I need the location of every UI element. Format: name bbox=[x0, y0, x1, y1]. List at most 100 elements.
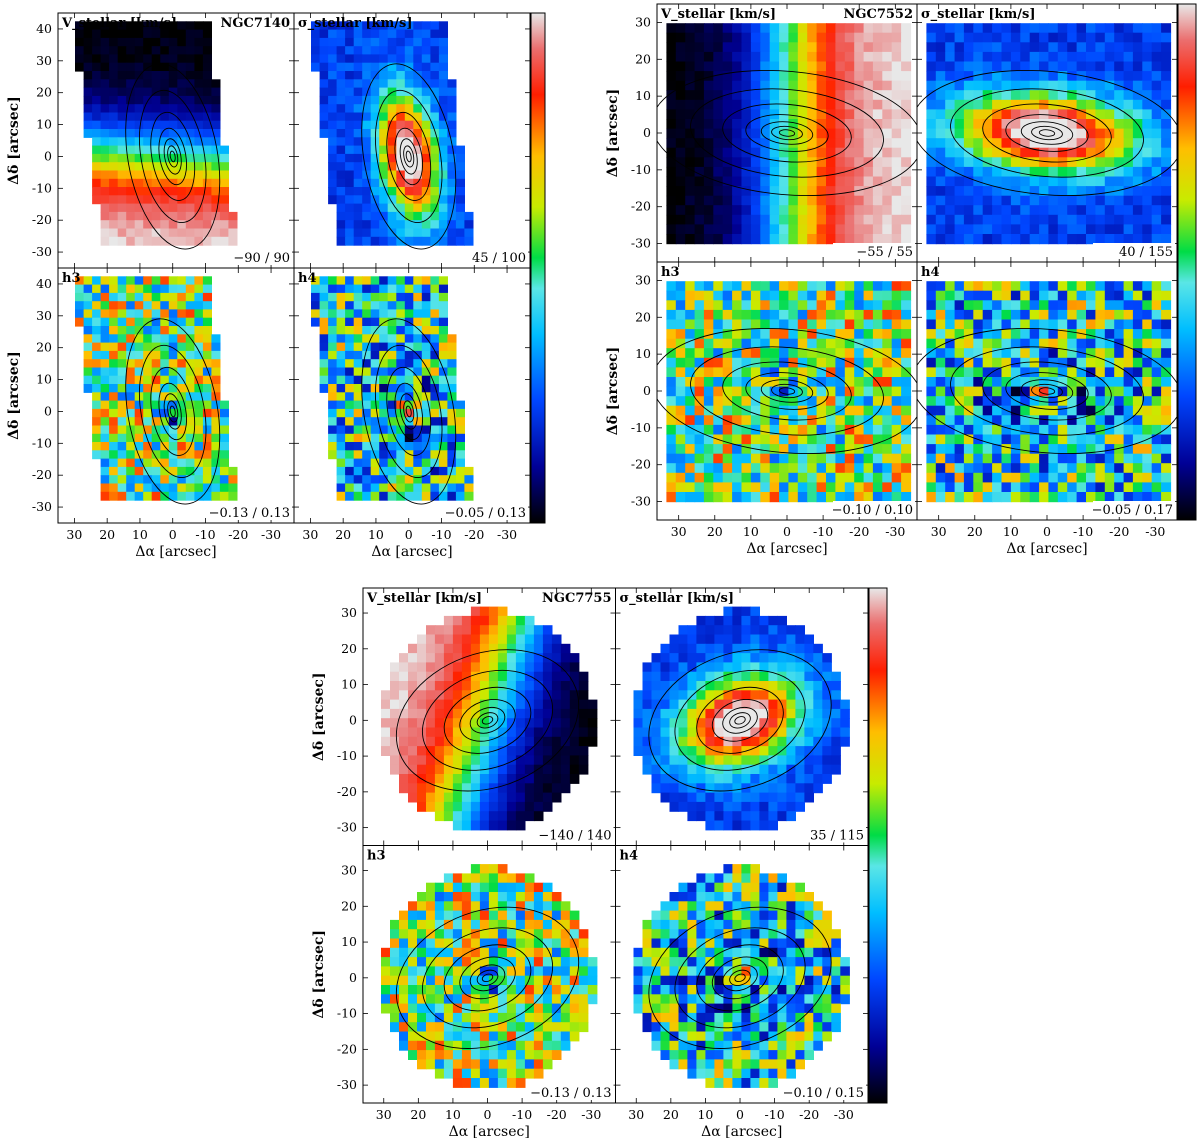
map-cell bbox=[722, 492, 733, 503]
map-cell bbox=[379, 195, 389, 205]
x-tick-label: 30 bbox=[671, 524, 687, 539]
map-cell bbox=[328, 334, 338, 344]
map-cell bbox=[362, 162, 372, 172]
map-cell bbox=[945, 415, 956, 426]
map-cell bbox=[417, 643, 427, 654]
map-cell bbox=[126, 71, 136, 80]
map-cell bbox=[760, 186, 771, 197]
map-cell bbox=[973, 90, 984, 101]
map-cell bbox=[694, 357, 705, 368]
map-cell bbox=[443, 801, 454, 812]
map-cell bbox=[362, 367, 372, 377]
map-cell bbox=[1076, 338, 1087, 349]
map-cell bbox=[945, 51, 956, 63]
map-cell bbox=[973, 23, 984, 34]
map-cell bbox=[202, 54, 212, 64]
map-cell bbox=[882, 386, 893, 397]
map-cell bbox=[533, 774, 544, 784]
map-cell bbox=[750, 42, 761, 53]
map-cell bbox=[750, 281, 761, 292]
map-cell bbox=[1132, 195, 1143, 206]
map-cell bbox=[1142, 290, 1153, 301]
map-cell bbox=[982, 424, 993, 436]
map-cell bbox=[100, 276, 110, 286]
map-cell bbox=[328, 46, 338, 56]
map-cell bbox=[954, 119, 965, 130]
map-cell bbox=[854, 176, 865, 187]
map-cell bbox=[160, 95, 170, 105]
map-cell bbox=[1076, 205, 1087, 216]
map-cell bbox=[168, 491, 178, 501]
map-cell bbox=[882, 290, 893, 301]
map-cell bbox=[228, 475, 238, 485]
map-cell bbox=[488, 774, 499, 784]
map-cell bbox=[741, 176, 752, 187]
map-cell bbox=[1067, 119, 1078, 130]
isophote-contours bbox=[395, 649, 580, 792]
map-cell bbox=[1095, 367, 1106, 378]
map-cell bbox=[992, 80, 1003, 91]
map-cell bbox=[1039, 453, 1050, 464]
map-cell bbox=[319, 326, 329, 335]
map-cell bbox=[797, 329, 808, 340]
map-cell bbox=[578, 690, 589, 701]
map-cell bbox=[1123, 300, 1134, 311]
map-cell bbox=[328, 37, 338, 47]
map-cell bbox=[1104, 482, 1115, 493]
map-cell bbox=[666, 338, 677, 349]
map-cell bbox=[779, 166, 790, 178]
map-cell bbox=[587, 708, 598, 719]
map-cell bbox=[666, 90, 677, 101]
map-cell bbox=[336, 120, 346, 130]
map-cell bbox=[430, 145, 440, 155]
map-cell bbox=[1010, 138, 1021, 149]
map-cell bbox=[666, 329, 677, 340]
map-cell bbox=[396, 483, 406, 493]
map-cell bbox=[935, 309, 946, 321]
map-cell bbox=[143, 203, 153, 213]
map-cell bbox=[390, 727, 400, 738]
map-cell bbox=[973, 119, 984, 130]
map-cell bbox=[177, 178, 187, 188]
map-cell bbox=[202, 317, 212, 327]
map-cell bbox=[901, 290, 912, 301]
map-cell bbox=[542, 662, 553, 673]
map-cell bbox=[945, 300, 956, 311]
map-cell bbox=[703, 224, 714, 235]
map-cell bbox=[1142, 138, 1153, 149]
map-cell bbox=[387, 153, 397, 163]
map-cell bbox=[160, 129, 170, 138]
map-cell bbox=[807, 224, 818, 235]
map-cell bbox=[319, 284, 329, 294]
map-cell bbox=[202, 79, 212, 89]
map-cell bbox=[882, 42, 893, 53]
map-cell bbox=[497, 783, 508, 794]
map-cell bbox=[835, 109, 846, 120]
map-cell bbox=[973, 386, 984, 397]
map-cell bbox=[83, 334, 93, 344]
map-cell bbox=[1076, 128, 1087, 139]
map-cell bbox=[844, 319, 855, 330]
map-cell bbox=[408, 718, 418, 729]
map-cell bbox=[835, 348, 846, 359]
map-cell bbox=[177, 384, 187, 393]
map-cell bbox=[1132, 472, 1143, 483]
map-cell bbox=[211, 178, 221, 188]
map-cell bbox=[143, 54, 153, 64]
map-cell bbox=[117, 375, 127, 385]
map-cell bbox=[421, 284, 431, 294]
map-cell bbox=[1086, 357, 1096, 368]
map-cell bbox=[854, 386, 865, 397]
map-cell bbox=[1029, 186, 1040, 197]
x-tick-label: 10 bbox=[132, 527, 148, 542]
map-cell bbox=[1151, 186, 1162, 197]
map-cell bbox=[117, 203, 127, 213]
map-cell bbox=[417, 727, 427, 738]
map-cell bbox=[109, 301, 119, 311]
map-cell bbox=[1020, 424, 1031, 436]
map-cell bbox=[1086, 176, 1096, 187]
map-cell bbox=[741, 472, 752, 483]
map-cell bbox=[370, 195, 380, 205]
map-cell bbox=[863, 434, 874, 445]
map-cell bbox=[578, 755, 589, 766]
